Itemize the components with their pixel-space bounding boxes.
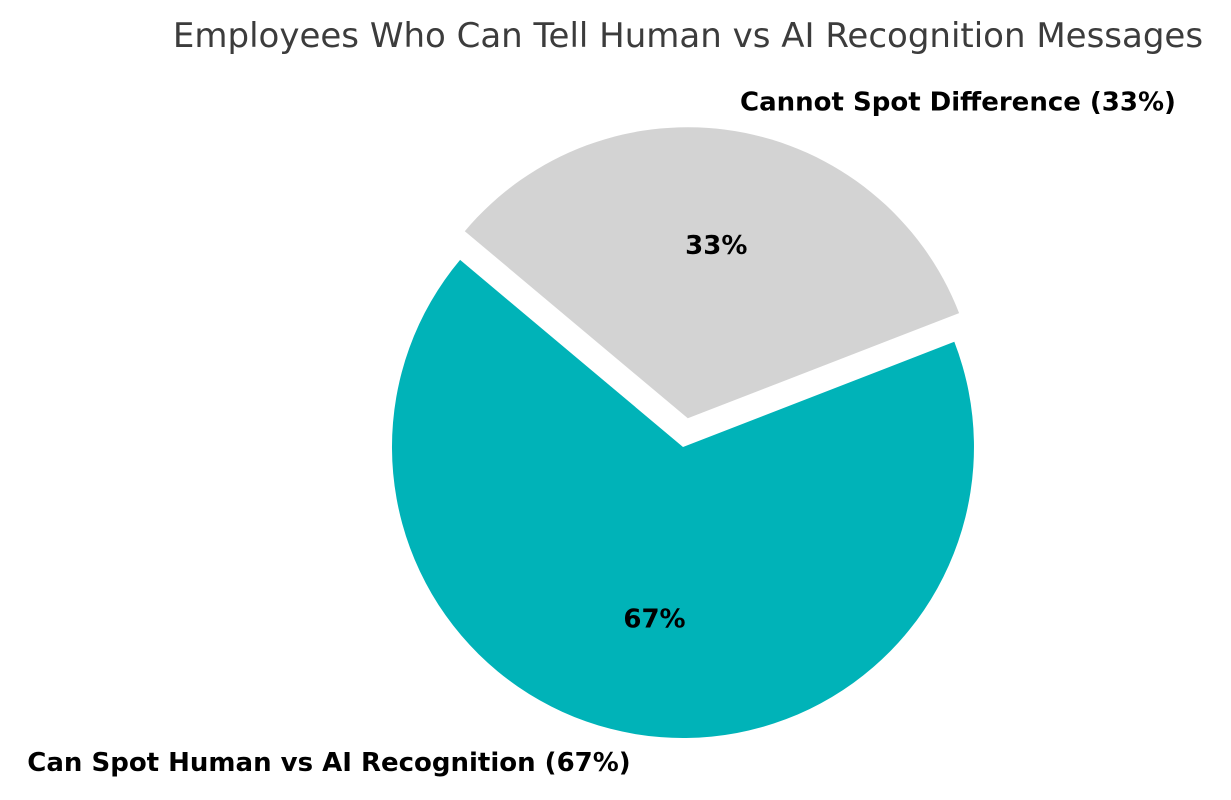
pie-slices-group xyxy=(391,127,974,738)
slice-label-cannot-spot: Cannot Spot Difference (33%) xyxy=(740,88,1176,118)
slice-label-can-spot: Can Spot Human vs AI Recognition (67%) xyxy=(27,748,630,778)
pct-label-cannot-spot: 33% xyxy=(685,231,747,261)
pie-slice-cannot-spot xyxy=(464,127,960,419)
chart-title: Employees Who Can Tell Human vs AI Recog… xyxy=(173,16,1203,56)
pie-slice-can-spot xyxy=(391,259,974,738)
pct-label-can-spot: 67% xyxy=(623,604,685,634)
pie-labels-group: 67% Can Spot Human vs AI Recognition (67%… xyxy=(27,88,1176,778)
